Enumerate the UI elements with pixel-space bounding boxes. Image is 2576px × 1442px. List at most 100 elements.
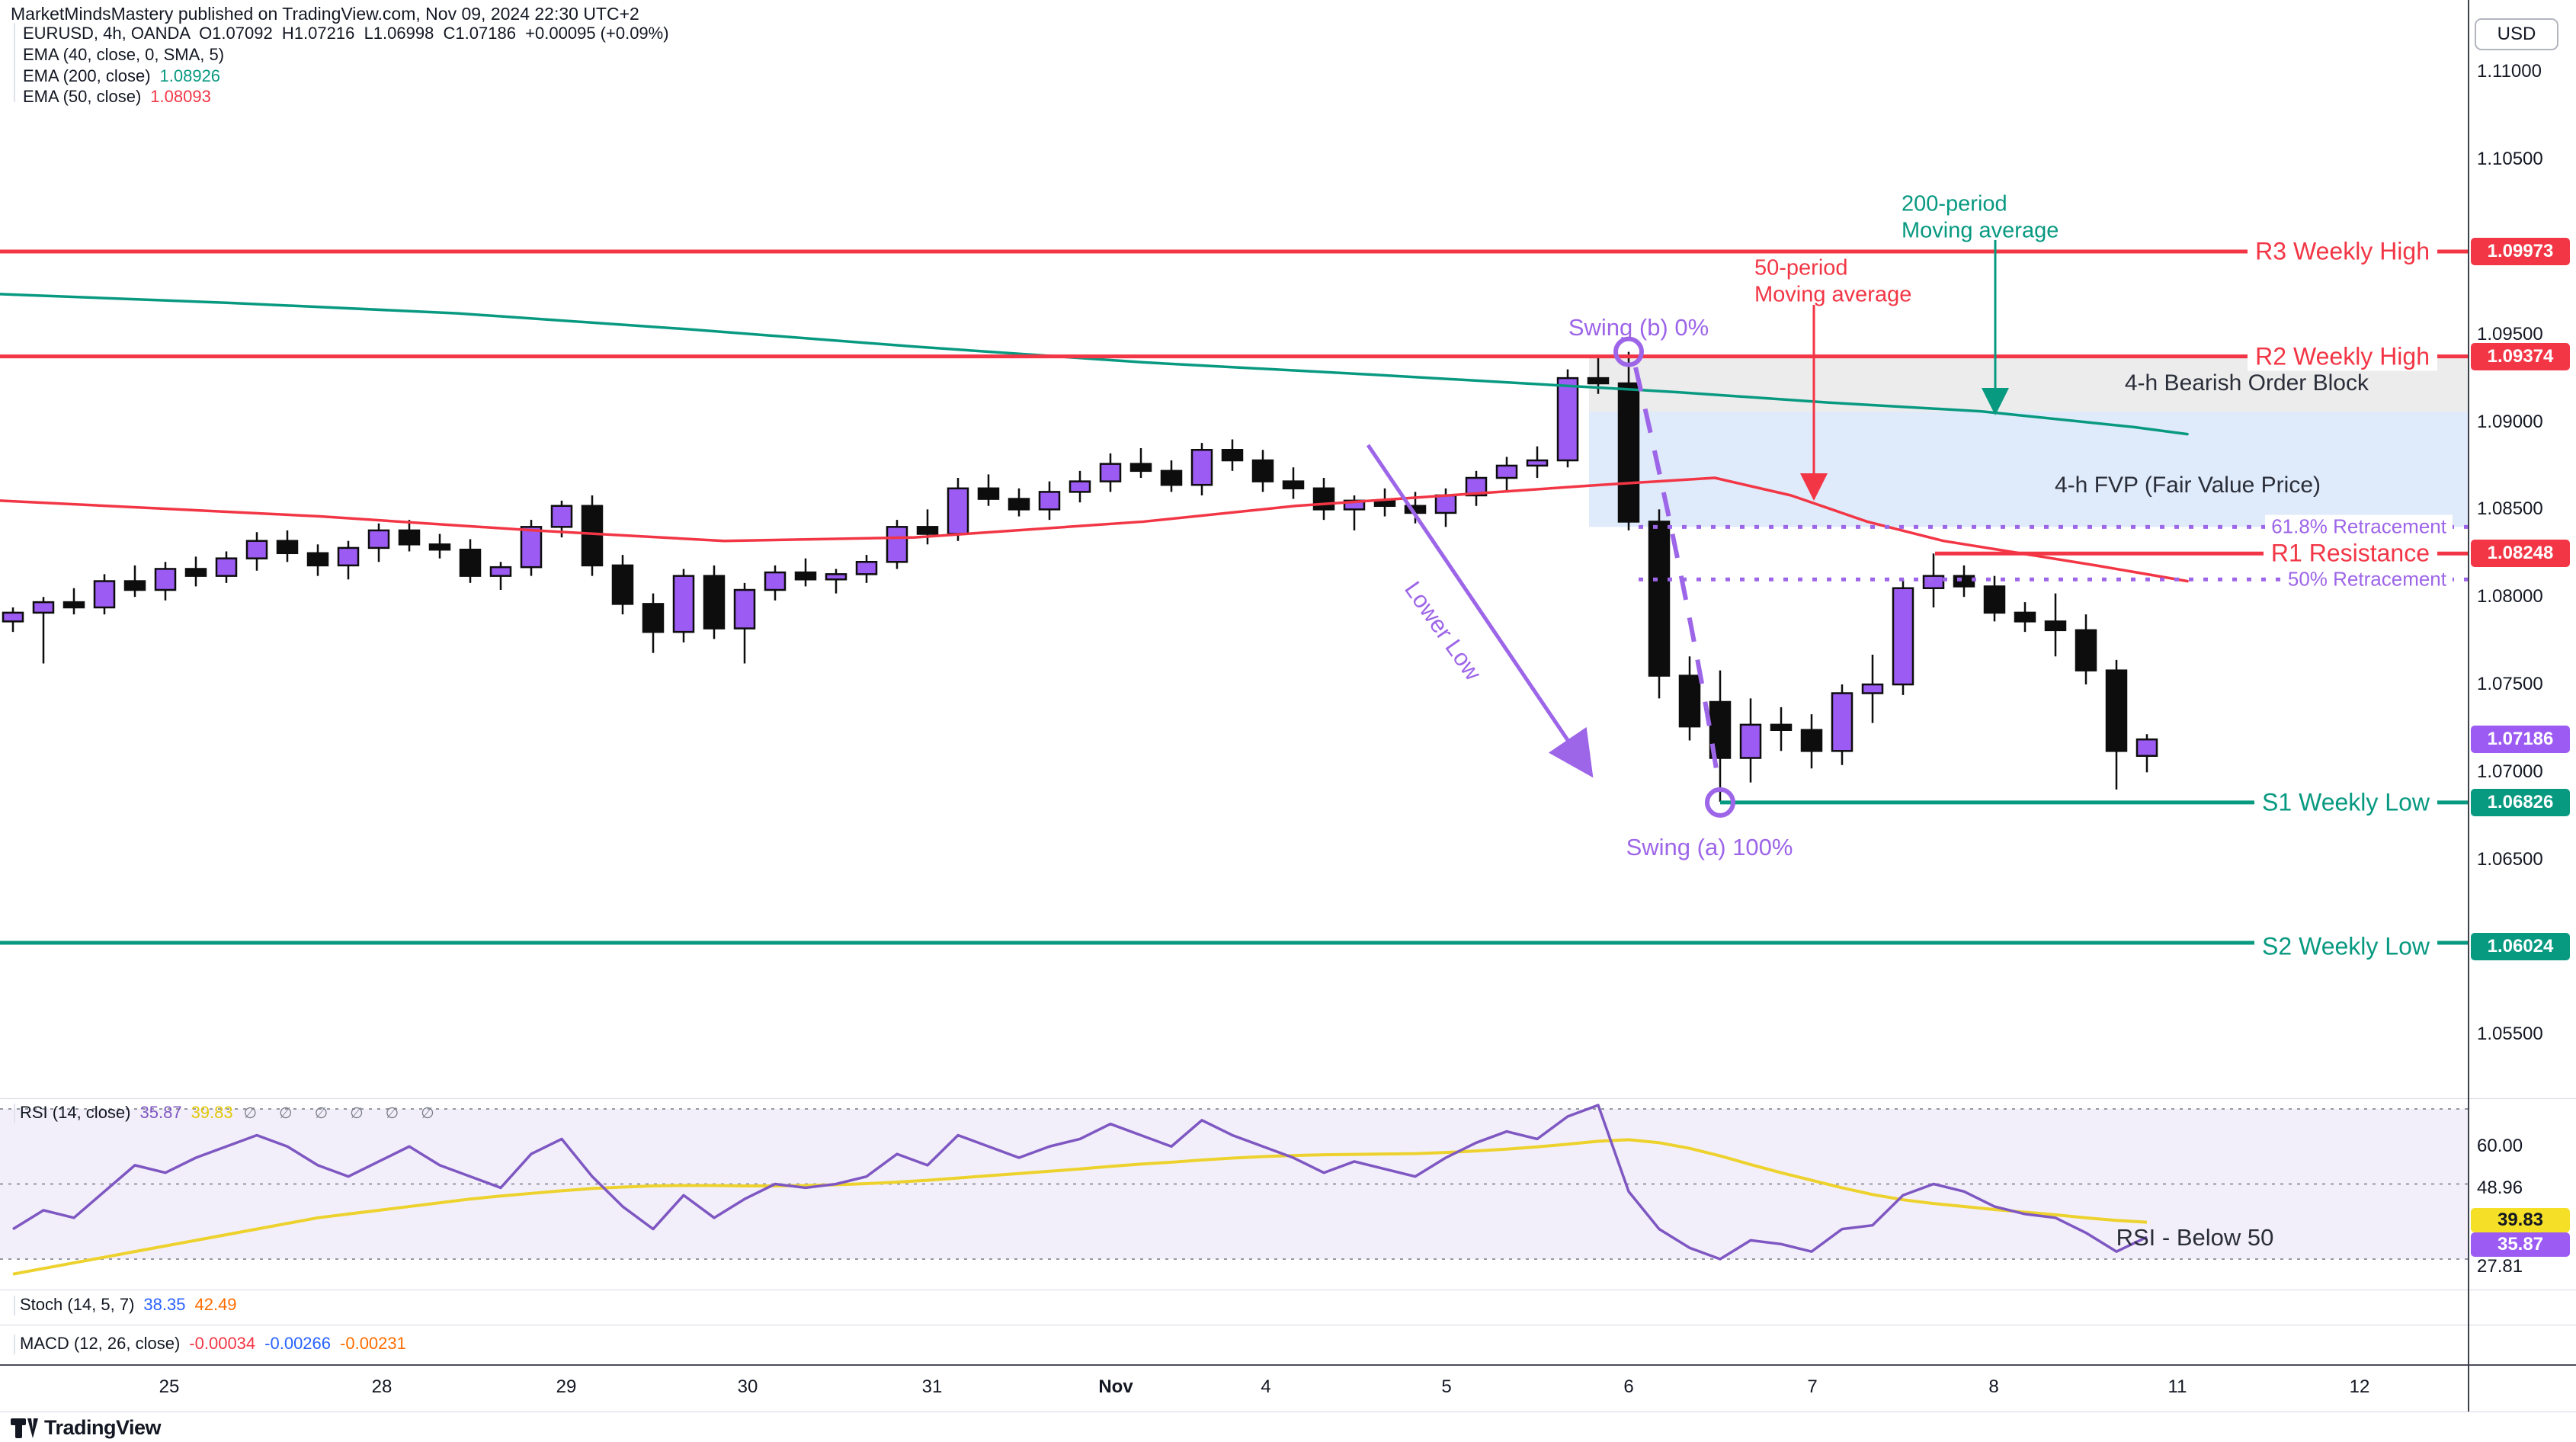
s1-weekly-low-label: S1 Weekly Low	[2254, 788, 2437, 817]
tradingview-logo[interactable]: TradingView	[11, 1416, 162, 1440]
time-axis-label-8[interactable]: 8	[1988, 1376, 1999, 1397]
r2-weekly-high-label: R2 Weekly High	[2248, 342, 2437, 371]
time-axis-label-5[interactable]: 5	[1441, 1376, 1452, 1397]
candle-up	[337, 540, 360, 580]
rsi-badge-35.87: 35.87	[2471, 1232, 2570, 1257]
candle-down	[977, 474, 1000, 506]
candle-up	[215, 551, 238, 583]
ma200-callout-line1: 200-period	[1902, 191, 2007, 216]
time-axis-border	[0, 1364, 2576, 1366]
candle-down	[1648, 509, 1671, 699]
candle-up	[1861, 654, 1884, 723]
price-axis-label[interactable]: 1.08500	[2477, 498, 2543, 519]
stoch-frame	[14, 1296, 15, 1315]
time-axis-label-6[interactable]: 6	[1623, 1376, 1634, 1397]
price-axis-label[interactable]: 1.09500	[2477, 324, 2543, 344]
candle-down	[62, 588, 85, 615]
macd-legend[interactable]: MACD (12, 26, close) -0.00034 -0.00266 -0.0…	[20, 1334, 406, 1354]
candle-up	[489, 562, 512, 591]
price-axis-label[interactable]: 1.08000	[2477, 586, 2543, 607]
price-axis-label[interactable]: 1.07500	[2477, 674, 2543, 694]
time-axis-label-28[interactable]: 28	[371, 1376, 392, 1397]
candle-down	[1617, 351, 1640, 530]
candle-down	[2105, 659, 2128, 790]
time-axis-label-11[interactable]: 11	[2167, 1376, 2187, 1397]
swing-b-marker	[1613, 336, 1644, 367]
price-axis-label[interactable]: 1.10500	[2477, 149, 2543, 169]
candle-up	[1892, 579, 1914, 695]
r3-weekly-high-label: R3 Weekly High	[2248, 237, 2437, 266]
ema200-label: EMA (200, close)	[23, 66, 151, 85]
ema50-legend[interactable]: EMA (50, close) 1.08093	[23, 87, 211, 107]
candle-up	[764, 565, 787, 601]
time-axis-label-7[interactable]: 7	[1807, 1376, 1818, 1397]
rsi-below-50-note: RSI - Below 50	[2116, 1224, 2274, 1251]
symbol-ohlc-line[interactable]: EURUSD, 4h, OANDA O1.07092 H1.07216 L1.0…	[23, 24, 669, 43]
ema50-label: EMA (50, close)	[23, 87, 142, 106]
candle-up	[825, 569, 847, 594]
price-axis-label[interactable]: 1.11000	[2477, 61, 2542, 82]
candle-down	[276, 530, 299, 562]
price-axis-label[interactable]: 1.05500	[2477, 1024, 2543, 1044]
candle-down	[1160, 460, 1183, 492]
rsi-title: RSI (14, close)	[20, 1103, 131, 1122]
ema50-value: 1.08093	[150, 87, 211, 106]
candle-down	[611, 555, 634, 615]
candle-up	[1922, 553, 1945, 607]
time-axis-label-29[interactable]: 29	[556, 1376, 577, 1397]
time-axis-label-25[interactable]: 25	[159, 1376, 180, 1397]
candle-up	[1465, 470, 1488, 506]
rsi-ma-line	[12, 1138, 2148, 1276]
price-axis-label[interactable]: 1.07000	[2477, 761, 2543, 782]
candle-up	[550, 500, 573, 538]
price-scale-border	[2468, 0, 2469, 1412]
stoch-k-value: 38.35	[143, 1295, 186, 1314]
time-axis-label-4[interactable]: 4	[1261, 1376, 1271, 1397]
time-axis-label-30[interactable]: 30	[737, 1376, 758, 1397]
candle-up	[1099, 453, 1122, 492]
time-axis-label-31[interactable]: 31	[921, 1376, 943, 1397]
rsi-pane-separator	[0, 1098, 2576, 1099]
stoch-title: Stoch (14, 5, 7)	[20, 1295, 135, 1314]
time-axis-label-12[interactable]: 12	[2349, 1376, 2370, 1397]
candle-down	[1709, 670, 1732, 802]
swing-dashed-line	[1633, 367, 1721, 786]
swing-b-label: Swing (b) 0%	[1568, 314, 1709, 341]
macd-line-value: -0.00266	[264, 1334, 332, 1353]
candle-up	[1495, 457, 1518, 492]
stoch-d-value: 42.49	[194, 1295, 237, 1314]
candle-down	[459, 539, 482, 583]
retracement-50-label: 50% Retracement	[2281, 567, 2453, 591]
rsi-legend[interactable]: RSI (14, close) 35.87 39.83 ∅ ∅ ∅ ∅ ∅ ∅	[20, 1103, 439, 1123]
price-axis-label[interactable]: 1.09000	[2477, 412, 2543, 432]
candle-down	[123, 565, 146, 598]
candle-down	[1282, 467, 1305, 499]
candle-down	[428, 534, 451, 559]
time-axis-label-Nov[interactable]: Nov	[1098, 1376, 1133, 1397]
candle-down	[2014, 602, 2036, 633]
candle-up	[245, 532, 268, 571]
price-badge-1.08248: 1.08248	[2471, 540, 2570, 567]
price-axis-label[interactable]: 1.06500	[2477, 849, 2543, 870]
rsi-axis-label[interactable]: 48.96	[2477, 1178, 2523, 1198]
candle-down	[1953, 565, 1975, 598]
ema40-legend[interactable]: EMA (40, close, 0, SMA, 5)	[23, 45, 225, 64]
candle-down	[794, 558, 817, 587]
tradingview-logo-icon	[11, 1418, 38, 1438]
ema200-legend[interactable]: EMA (200, close) 1.08926	[23, 66, 220, 86]
candle-down	[2044, 593, 2067, 657]
candle-down	[1373, 488, 1396, 517]
rsi-axis-label[interactable]: 60.00	[2477, 1136, 2523, 1156]
candle-down	[1770, 707, 1793, 751]
ma50-callout-line2: Moving average	[1754, 282, 1912, 307]
candle-up	[855, 555, 878, 583]
tradingview-logo-text: TradingView	[44, 1416, 162, 1439]
stoch-legend[interactable]: Stoch (14, 5, 7) 38.35 42.49	[20, 1295, 237, 1315]
currency-toggle-button[interactable]: USD	[2475, 18, 2558, 50]
candle-down	[398, 520, 421, 552]
macd-histogram-value: -0.00034	[189, 1334, 256, 1353]
rsi-axis-label[interactable]: 27.81	[2477, 1256, 2523, 1277]
candle-up	[93, 574, 116, 615]
